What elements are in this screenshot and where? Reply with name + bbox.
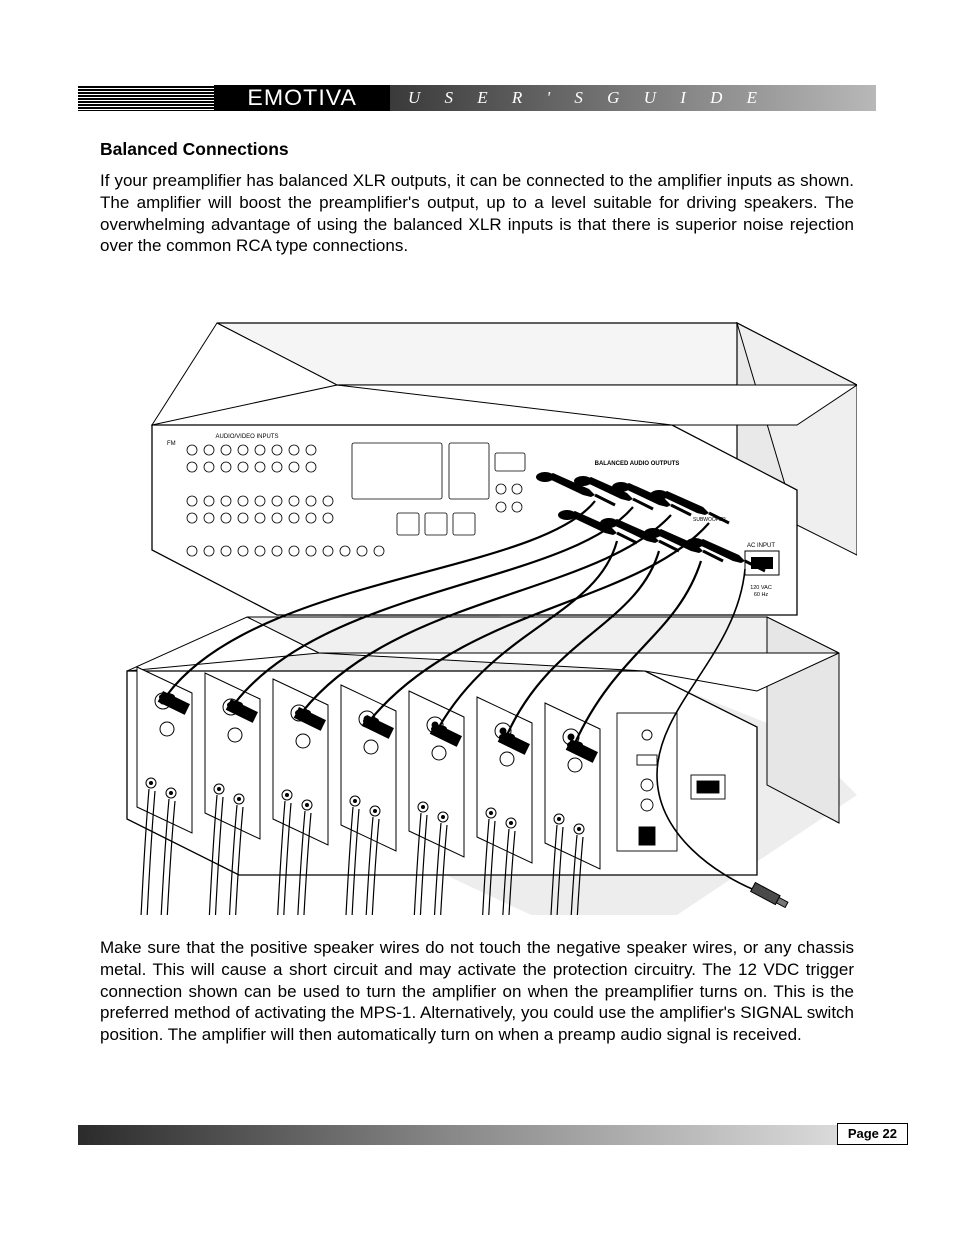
banner-title: U S E R ' S G U I D E — [408, 88, 767, 108]
section-heading: Balanced Connections — [100, 139, 854, 160]
banner-title-plate: U S E R ' S G U I D E — [390, 85, 876, 111]
svg-text:BALANCED AUDIO OUTPUTS: BALANCED AUDIO OUTPUTS — [595, 461, 680, 467]
svg-text:120 VAC: 120 VAC — [750, 585, 772, 591]
amplifier-chassis — [127, 617, 839, 915]
footer-banner: Page 22 — [78, 1125, 904, 1145]
connection-diagram: AC INPUT 120 VAC 60 Hz BALANCED AUDIO OU… — [97, 275, 857, 915]
brand-plate: EMOTIVA — [214, 85, 390, 111]
closing-paragraph: Make sure that the positive speaker wire… — [100, 937, 854, 1046]
brand-logo-text: EMOTIVA — [247, 85, 357, 111]
document-page: EMOTIVA U S E R ' S G U I D E Balanced C… — [0, 0, 954, 1235]
diagram-container: AC INPUT 120 VAC 60 Hz BALANCED AUDIO OU… — [78, 275, 876, 915]
svg-text:FM: FM — [167, 441, 176, 447]
page-number-box: Page 22 — [837, 1123, 908, 1145]
svg-text:AC INPUT: AC INPUT — [747, 543, 775, 549]
svg-text:SUBWOOFER: SUBWOOFER — [693, 517, 726, 523]
header-banner: EMOTIVA U S E R ' S G U I D E — [78, 85, 876, 111]
svg-text:AUDIO/VIDEO INPUTS: AUDIO/VIDEO INPUTS — [215, 434, 278, 440]
svg-text:60 Hz: 60 Hz — [754, 592, 769, 598]
intro-paragraph: If your preamplifier has balanced XLR ou… — [100, 170, 854, 257]
